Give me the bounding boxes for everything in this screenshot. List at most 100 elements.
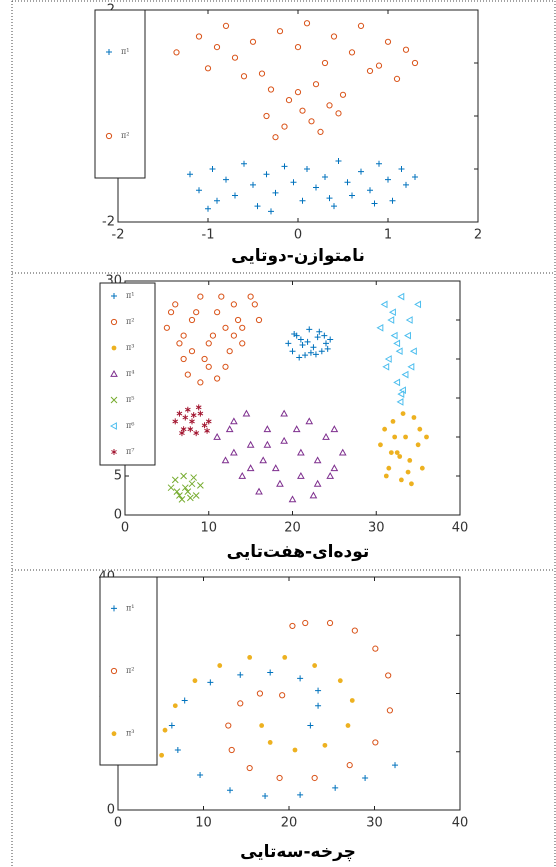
- marker-x: [171, 476, 179, 484]
- marker-triangle: [225, 425, 234, 433]
- marker-triangle: [246, 464, 255, 472]
- marker-triangle: [230, 417, 238, 425]
- marker-triangle: [288, 495, 297, 503]
- marker-dot: [217, 663, 223, 668]
- marker-triangle: [213, 432, 221, 440]
- marker-circle: [411, 59, 419, 67]
- marker-plus: [111, 605, 117, 612]
- marker-circle: [110, 667, 118, 675]
- marker-plus: [315, 687, 322, 694]
- marker-triangle: [242, 409, 251, 417]
- marker-left-triangle: [414, 300, 422, 309]
- marker-plus: [321, 332, 328, 339]
- marker-dot: [407, 458, 413, 463]
- marker-plus: [385, 176, 391, 183]
- marker-dot: [292, 747, 298, 753]
- marker-plus: [297, 791, 304, 798]
- marker-plus: [318, 348, 325, 355]
- marker-circle: [214, 309, 221, 316]
- legend-box: [99, 282, 156, 466]
- marker-circle: [385, 672, 392, 679]
- x-tick-label: 30: [366, 816, 383, 831]
- marker-star: [187, 426, 194, 433]
- marker-circle: [372, 739, 379, 746]
- marker-dot: [417, 426, 423, 432]
- legend-label: π²: [126, 317, 134, 326]
- marker-plus: [412, 173, 418, 180]
- marker-dot: [400, 411, 406, 416]
- marker-triangle: [297, 448, 305, 456]
- marker-dot: [394, 450, 400, 455]
- marker-circle: [289, 622, 296, 630]
- marker-plus: [304, 166, 310, 172]
- marker-circle: [195, 33, 203, 40]
- marker-plus: [209, 166, 216, 172]
- marker-plus: [196, 187, 202, 194]
- marker-circle: [276, 28, 284, 35]
- marker-x: [184, 488, 192, 495]
- x-tick-label: 20: [281, 816, 298, 831]
- marker-triangle: [292, 425, 301, 433]
- marker-left-triangle: [109, 422, 117, 430]
- marker-circle: [213, 44, 221, 51]
- marker-triangle: [271, 464, 280, 472]
- marker-triangle: [276, 479, 284, 487]
- marker-circle: [193, 309, 200, 316]
- marker-circle: [204, 65, 212, 72]
- marker-dot: [282, 654, 288, 660]
- marker-plus: [237, 671, 244, 678]
- marker-left-triangle: [397, 292, 405, 301]
- marker-plus: [326, 195, 333, 202]
- marker-dot: [403, 434, 408, 440]
- marker-left-triangle: [404, 331, 411, 340]
- marker-circle: [246, 764, 253, 772]
- marker-plus: [267, 669, 274, 676]
- marker-plus: [289, 348, 296, 355]
- marker-circle: [402, 46, 410, 53]
- marker-circle: [263, 112, 270, 120]
- marker-circle: [205, 363, 212, 370]
- marker-circle: [317, 128, 324, 135]
- marker-left-triangle: [387, 316, 395, 324]
- marker-left-triangle: [390, 331, 398, 340]
- marker-circle: [326, 102, 333, 109]
- marker-circle: [163, 324, 170, 331]
- marker-star: [172, 418, 179, 425]
- marker-circle: [197, 293, 204, 300]
- marker-circle: [272, 134, 279, 141]
- marker-plus: [314, 334, 321, 341]
- marker-x: [188, 480, 196, 488]
- marker-plus: [272, 189, 279, 196]
- marker-plus: [367, 187, 373, 194]
- y-tick-label: 0: [107, 803, 115, 818]
- marker-plus: [306, 326, 313, 333]
- marker-triangle: [313, 456, 322, 464]
- marker-circle: [335, 110, 342, 117]
- marker-circle: [386, 707, 393, 714]
- marker-triangle: [246, 440, 255, 448]
- x-tick-label: 10: [200, 521, 217, 536]
- marker-circle: [240, 73, 248, 80]
- marker-dot: [383, 473, 389, 479]
- marker-circle: [184, 371, 191, 378]
- marker-dot: [411, 415, 417, 420]
- marker-plus: [331, 203, 337, 210]
- marker-plus: [315, 702, 322, 709]
- marker-plus: [392, 762, 399, 769]
- y-tick-label: 5: [114, 469, 122, 484]
- marker-plus: [227, 787, 234, 794]
- legend-label: π³: [126, 729, 134, 738]
- marker-circle: [330, 33, 338, 40]
- marker-triangle: [330, 464, 339, 472]
- marker-left-triangle: [401, 370, 409, 379]
- x-tick-label: 1: [384, 228, 392, 243]
- marker-plus: [398, 166, 405, 172]
- marker-star: [193, 430, 200, 437]
- marker-circle: [222, 324, 229, 331]
- y-tick-label: -2: [102, 215, 115, 230]
- marker-circle: [218, 293, 225, 300]
- marker-dot: [312, 663, 318, 668]
- y-tick-label: 0: [114, 508, 122, 523]
- marker-left-triangle: [407, 362, 415, 371]
- legend-label: π²: [126, 666, 134, 675]
